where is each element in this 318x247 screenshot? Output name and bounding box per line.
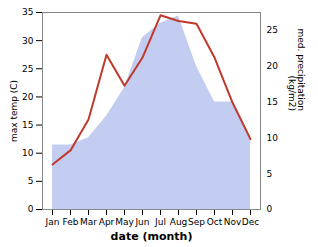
svg-text:15: 15 bbox=[267, 97, 278, 107]
svg-text:Jun: Jun bbox=[134, 217, 149, 227]
svg-text:Feb: Feb bbox=[63, 217, 79, 227]
svg-text:5: 5 bbox=[267, 169, 273, 179]
svg-text:date (month): date (month) bbox=[111, 230, 193, 243]
svg-text:May: May bbox=[115, 217, 134, 227]
svg-text:30: 30 bbox=[22, 36, 34, 46]
svg-text:Sep: Sep bbox=[188, 217, 205, 227]
svg-text:Nov: Nov bbox=[224, 217, 242, 227]
svg-text:0: 0 bbox=[267, 204, 273, 214]
svg-text:Oct: Oct bbox=[207, 217, 223, 227]
svg-text:25: 25 bbox=[267, 25, 278, 35]
svg-text:15: 15 bbox=[22, 120, 33, 130]
svg-text:10: 10 bbox=[22, 148, 34, 158]
svg-text:20: 20 bbox=[267, 61, 279, 71]
svg-text:Jan: Jan bbox=[45, 217, 60, 227]
svg-text:Jul: Jul bbox=[154, 217, 166, 227]
svg-text:25: 25 bbox=[22, 64, 33, 74]
svg-text:35: 35 bbox=[22, 7, 33, 17]
svg-text:5: 5 bbox=[28, 176, 34, 186]
svg-text:med. precipitation(kg/m2): med. precipitation(kg/m2) bbox=[287, 29, 306, 111]
svg-text:Dec: Dec bbox=[242, 217, 259, 227]
svg-text:10: 10 bbox=[267, 133, 279, 143]
svg-text:0: 0 bbox=[28, 204, 34, 214]
svg-text:Aug: Aug bbox=[170, 217, 188, 227]
svg-text:Apr: Apr bbox=[99, 217, 115, 227]
svg-text:max temp (C): max temp (C) bbox=[9, 80, 19, 142]
svg-text:Mar: Mar bbox=[80, 217, 97, 227]
svg-text:20: 20 bbox=[22, 92, 34, 102]
